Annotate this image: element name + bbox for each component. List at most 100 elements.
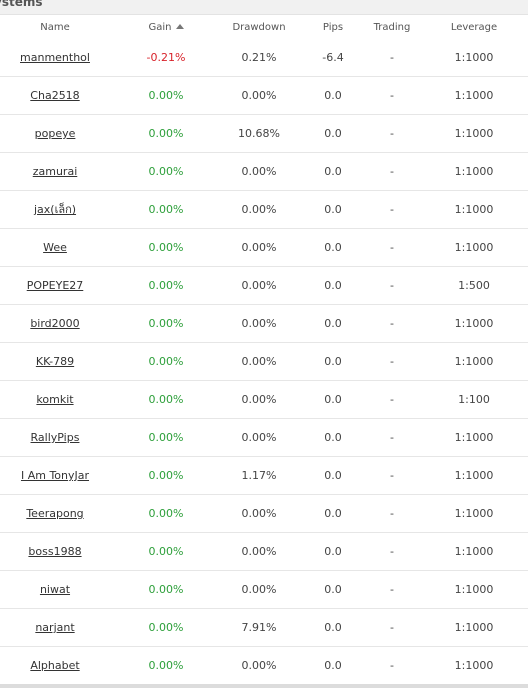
table-row: I Am TonyJar 0.00% 1.17% 0.0 - 1:1000 xyxy=(0,457,528,495)
leverage-cell: 1:1000 xyxy=(454,317,494,330)
table-row: zamurai 0.00% 0.00% 0.0 - 1:1000 xyxy=(0,153,528,191)
leverage-cell: 1:1000 xyxy=(454,507,494,520)
trading-cell: - xyxy=(390,317,394,330)
table-row: Wee 0.00% 0.00% 0.0 - 1:1000 xyxy=(0,229,528,267)
drawdown-cell: 0.00% xyxy=(241,355,277,368)
drawdown-cell: 0.00% xyxy=(241,583,277,596)
trading-cell: - xyxy=(390,51,394,64)
trading-cell: - xyxy=(390,583,394,596)
column-header-name[interactable]: Name xyxy=(0,15,110,41)
column-header-leverage[interactable]: Leverage xyxy=(422,15,526,41)
pips-cell: 0.0 xyxy=(324,393,342,406)
drawdown-cell: 0.00% xyxy=(241,317,277,330)
trading-cell: - xyxy=(390,469,394,482)
trader-name-link[interactable]: POPEYE27 xyxy=(26,279,84,292)
name-cell: niwat xyxy=(0,571,110,608)
gain-cell: 0.00% xyxy=(148,279,184,292)
gain-cell: 0.00% xyxy=(148,355,184,368)
leverage-cell: 1:1000 xyxy=(454,583,494,596)
sort-ascending-icon xyxy=(175,24,184,29)
leverage-cell: 1:1000 xyxy=(454,51,494,64)
drawdown-cell: 0.00% xyxy=(241,203,277,216)
trader-name-link[interactable]: Cha2518 xyxy=(30,89,80,102)
trading-cell: - xyxy=(390,89,394,102)
name-cell: boss1988 xyxy=(0,533,110,570)
trader-name-link[interactable]: bird2000 xyxy=(30,317,80,330)
panel-header: ystems xyxy=(0,0,528,15)
drawdown-cell: 0.00% xyxy=(241,659,277,672)
name-cell: Alphabet xyxy=(0,647,110,684)
table-row: bird2000 0.00% 0.00% 0.0 - 1:1000 xyxy=(0,305,528,343)
trader-name-link[interactable]: jax(เล็ก) xyxy=(33,203,77,216)
leverage-cell: 1:1000 xyxy=(454,659,494,672)
pips-cell: 0.0 xyxy=(324,469,342,482)
gain-cell: 0.00% xyxy=(148,545,184,558)
column-header-gain-label: Gain xyxy=(148,22,172,33)
leverage-cell: 1:1000 xyxy=(454,165,494,178)
drawdown-cell: 1.17% xyxy=(241,469,277,482)
pips-cell: 0.0 xyxy=(324,583,342,596)
trader-name-link[interactable]: komkit xyxy=(36,393,74,406)
leverage-cell: 1:1000 xyxy=(454,203,494,216)
trader-name-link[interactable]: Teerapong xyxy=(26,507,84,520)
column-header-pips[interactable]: Pips xyxy=(296,15,370,41)
pips-cell: 0.0 xyxy=(324,621,342,634)
trader-name-link[interactable]: manmenthol xyxy=(20,51,90,64)
trading-cell: - xyxy=(390,621,394,634)
leverage-cell: 1:1000 xyxy=(454,127,494,140)
leverage-cell: 1:1000 xyxy=(454,355,494,368)
pips-cell: 0.0 xyxy=(324,165,342,178)
panel-title: ystems xyxy=(0,0,43,9)
table-row: Teerapong 0.00% 0.00% 0.0 - 1:1000 xyxy=(0,495,528,533)
drawdown-cell: 0.00% xyxy=(241,241,277,254)
trading-cell: - xyxy=(390,431,394,444)
name-cell: Wee xyxy=(0,229,110,266)
pips-cell: 0.0 xyxy=(324,279,342,292)
trader-name-link[interactable]: boss1988 xyxy=(28,545,82,558)
trading-cell: - xyxy=(390,545,394,558)
trader-name-link[interactable]: narjant xyxy=(35,621,75,634)
name-cell: popeye xyxy=(0,115,110,152)
gain-cell: 0.00% xyxy=(148,89,184,102)
drawdown-cell: 0.00% xyxy=(241,279,277,292)
table-row: POPEYE27 0.00% 0.00% 0.0 - 1:500 xyxy=(0,267,528,305)
drawdown-cell: 0.21% xyxy=(241,51,277,64)
gain-cell: 0.00% xyxy=(148,127,184,140)
trader-name-link[interactable]: zamurai xyxy=(32,165,78,178)
trading-cell: - xyxy=(390,127,394,140)
column-header-drawdown[interactable]: Drawdown xyxy=(222,15,296,41)
scroll-edge xyxy=(0,684,528,688)
gain-cell: 0.00% xyxy=(148,507,184,520)
table-row: popeye 0.00% 10.68% 0.0 - 1:1000 xyxy=(0,115,528,153)
column-header-pips-label: Pips xyxy=(322,22,344,33)
gain-cell: -0.21% xyxy=(146,51,186,64)
leverage-cell: 1:1000 xyxy=(454,545,494,558)
name-cell: manmenthol xyxy=(0,39,110,76)
column-header-trading[interactable]: Trading xyxy=(352,15,432,41)
trader-name-link[interactable]: popeye xyxy=(34,127,76,140)
gain-cell: 0.00% xyxy=(148,659,184,672)
leverage-cell: 1:100 xyxy=(458,393,490,406)
name-cell: Cha2518 xyxy=(0,77,110,114)
column-header-drawdown-label: Drawdown xyxy=(232,22,286,33)
name-cell: zamurai xyxy=(0,153,110,190)
drawdown-cell: 0.00% xyxy=(241,545,277,558)
pips-cell: 0.0 xyxy=(324,317,342,330)
pips-cell: 0.0 xyxy=(324,241,342,254)
trader-name-link[interactable]: niwat xyxy=(39,583,71,596)
name-cell: I Am TonyJar xyxy=(0,457,110,494)
trader-name-link[interactable]: Wee xyxy=(43,241,67,254)
column-header-gain[interactable]: Gain xyxy=(110,15,222,41)
trader-name-link[interactable]: KK-789 xyxy=(35,355,75,368)
name-cell: POPEYE27 xyxy=(0,267,110,304)
drawdown-cell: 0.00% xyxy=(241,89,277,102)
gain-cell: 0.00% xyxy=(148,431,184,444)
table-row: KK-789 0.00% 0.00% 0.0 - 1:1000 xyxy=(0,343,528,381)
trader-name-link[interactable]: RallyPips xyxy=(30,431,80,444)
table-header: Name Gain Drawdown Pips Trading Leverage xyxy=(0,15,528,42)
trader-name-link[interactable]: Alphabet xyxy=(30,659,80,672)
trader-name-link[interactable]: I Am TonyJar xyxy=(20,469,90,482)
drawdown-cell: 0.00% xyxy=(241,507,277,520)
column-header-trading-label: Trading xyxy=(373,22,411,33)
